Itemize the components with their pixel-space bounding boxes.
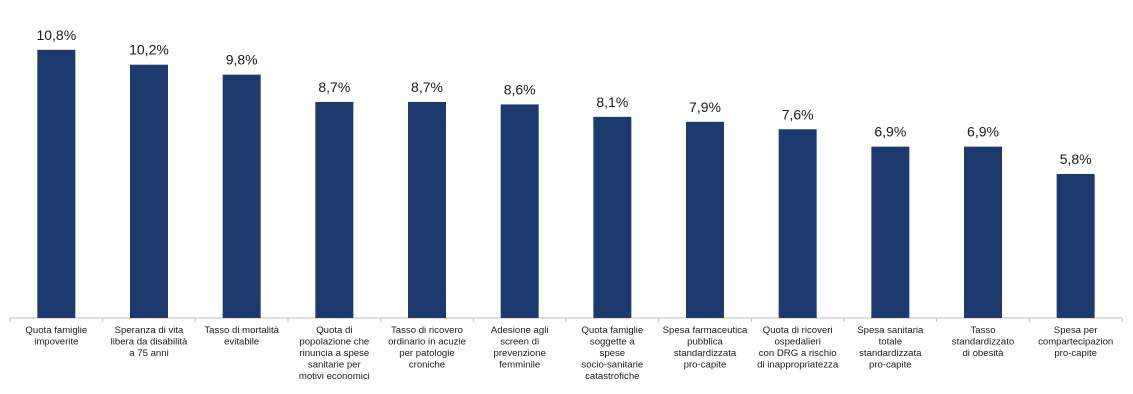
category-label-line: impoverite: [34, 337, 78, 348]
category-label-line: popolazione che: [299, 337, 369, 348]
category-label-10: Spesa sanitaria totale standardizzata pro-c…: [857, 325, 924, 371]
category-label-8: Spesa farmaceutica pubblica standardizzata…: [663, 325, 748, 371]
bar-5: [408, 101, 446, 318]
category-label-line: pro-capite: [869, 360, 912, 371]
value-label-12: 5,8%: [1060, 151, 1092, 167]
bar-10: [871, 146, 910, 318]
bar-1: [37, 49, 76, 319]
value-label-6: 8,6%: [504, 81, 536, 97]
category-label-line: Tasso di ricovero: [391, 325, 463, 336]
category-label-12: Spesa per compartecipazion pro-capite: [1038, 325, 1113, 359]
category-label-line: spese: [600, 348, 626, 359]
category-label-3: Tasso di mortalità evitabile: [204, 325, 279, 348]
category-label-line: libera da disabilità: [111, 337, 188, 348]
bar-4: [315, 101, 354, 318]
value-label-10: 6,9%: [874, 124, 906, 140]
category-label-line: Speranza di vita: [115, 325, 184, 336]
category-label-line: pro-capite: [684, 360, 727, 371]
category-label-line: per patologie: [399, 348, 454, 359]
category-label-line: standardizzata: [859, 348, 922, 359]
bar-6: [500, 104, 539, 318]
category-label-line: di inappropriatezza: [757, 360, 839, 371]
category-label-line: Quota famiglie: [581, 325, 643, 336]
category-label-line: soggette a: [590, 337, 635, 348]
category-label-4: Quota di popolazione che rinuncia a spese s…: [299, 325, 370, 382]
category-label-line: catastrofiche: [585, 371, 639, 382]
bar-11: [964, 146, 1002, 318]
category-label-line: Spesa farmaceutica: [663, 325, 748, 336]
value-label-2: 10,2%: [129, 42, 169, 58]
category-label-line: totale: [879, 337, 902, 348]
category-label-line: pubblica: [687, 337, 723, 348]
category-label-line: standardizzata: [674, 348, 737, 359]
category-label-line: di obesità: [962, 348, 1004, 359]
category-label-line: Quota di: [316, 325, 352, 336]
category-label-line: Tasso di mortalità: [204, 325, 279, 336]
category-label-line: standardizzato: [952, 337, 1014, 348]
value-label-5: 8,7%: [411, 79, 443, 95]
category-label-6: Adesione agli screen di prevenzione femmini…: [491, 325, 549, 371]
category-label-line: ospedalieri: [774, 337, 820, 348]
value-label-9: 7,6%: [782, 106, 814, 122]
category-label-line: Tasso: [970, 325, 995, 336]
bar-2: [130, 64, 168, 318]
category-label-line: con DRG a rischio: [759, 348, 837, 359]
bar-8: [686, 121, 724, 318]
category-label-line: Quota di ricoveri: [763, 325, 833, 336]
category-label-line: prevenzione: [494, 348, 546, 359]
category-label-line: Spesa sanitaria: [857, 325, 924, 336]
value-label-3: 9,8%: [226, 52, 258, 68]
category-label-line: socio-sanitarie: [581, 360, 643, 371]
category-label-2: Speranza di vita libera da disabilità a 75…: [111, 325, 188, 359]
category-label-7: Quota famiglie soggette a spese socio-sanit…: [581, 325, 643, 382]
category-label-line: a 75 anni: [129, 348, 168, 359]
value-label-1: 10,8%: [36, 27, 76, 43]
value-label-11: 6,9%: [967, 124, 999, 140]
bar-3: [222, 74, 261, 318]
category-label-line: Spesa per: [1054, 325, 1099, 336]
category-label-line: croniche: [409, 360, 445, 371]
bar-12: [1056, 173, 1095, 318]
bar-7: [593, 116, 632, 318]
category-label-line: Adesione agli: [491, 325, 549, 336]
category-label-line: ordinario in acuzie: [388, 337, 466, 348]
category-label-line: motivi economici: [299, 371, 370, 382]
category-label-line: screen di: [500, 337, 539, 348]
category-label-line: sanitarie per: [308, 360, 362, 371]
category-label-line: Quota famiglie: [25, 325, 87, 336]
category-label-line: rinuncia a spese: [299, 348, 369, 359]
category-label-9: Quota di ricoveri ospedalieri con DRG a ri…: [757, 325, 839, 371]
category-label-line: pro-capite: [1054, 348, 1097, 359]
value-label-8: 7,9%: [689, 99, 721, 115]
bar-9: [778, 129, 817, 318]
category-label-1: Quota famiglie impoverite: [25, 325, 87, 348]
category-label-line: femminile: [499, 360, 540, 371]
category-label-11: Tasso standardizzato di obesità: [952, 325, 1014, 359]
value-label-7: 8,1%: [596, 94, 628, 110]
category-label-line: evitabile: [224, 337, 259, 348]
category-label-line: compartecipazion: [1038, 337, 1113, 348]
category-label-5: Tasso di ricovero ordinario in acuzie per …: [388, 325, 466, 371]
value-label-4: 8,7%: [318, 79, 350, 95]
